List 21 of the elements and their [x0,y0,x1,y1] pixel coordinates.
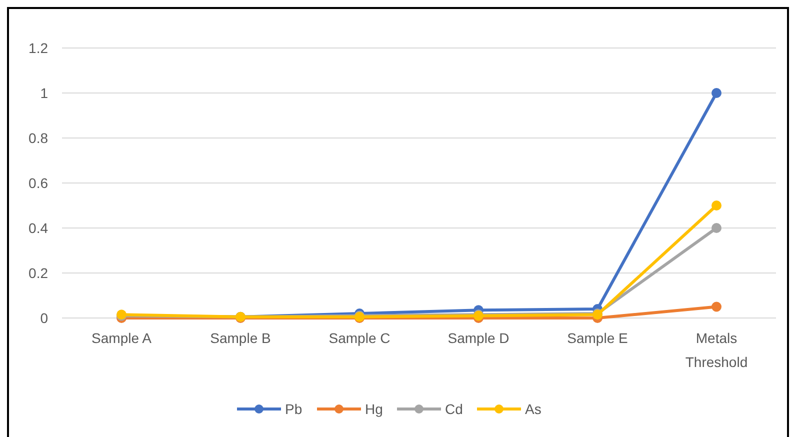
legend-label: Pb [285,400,302,417]
x-tick-label: Sample D [448,330,510,346]
point [712,223,722,233]
y-tick-label: 0.6 [28,174,48,191]
x-tick-label: Sample E [567,330,628,346]
point [712,302,722,312]
point [712,200,722,210]
y-tick-label: 1 [40,84,48,101]
y-tick-label: 0 [40,310,48,326]
legend-label: Cd [445,400,463,417]
legend-label: Hg [365,400,383,417]
legend-label: As [525,400,542,417]
y-tick-label: 1.2 [28,40,48,56]
x-tick-label: Sample B [210,330,271,346]
x-tick-label: Sample A [92,330,152,346]
y-tick-label: 0.2 [28,264,48,281]
point [712,88,722,98]
x-tick-label: Metals Threshold [685,330,748,370]
y-tick-label: 0.4 [28,220,48,236]
y-tick-label: 0.8 [28,130,48,146]
x-tick-label: Sample C [328,330,390,346]
